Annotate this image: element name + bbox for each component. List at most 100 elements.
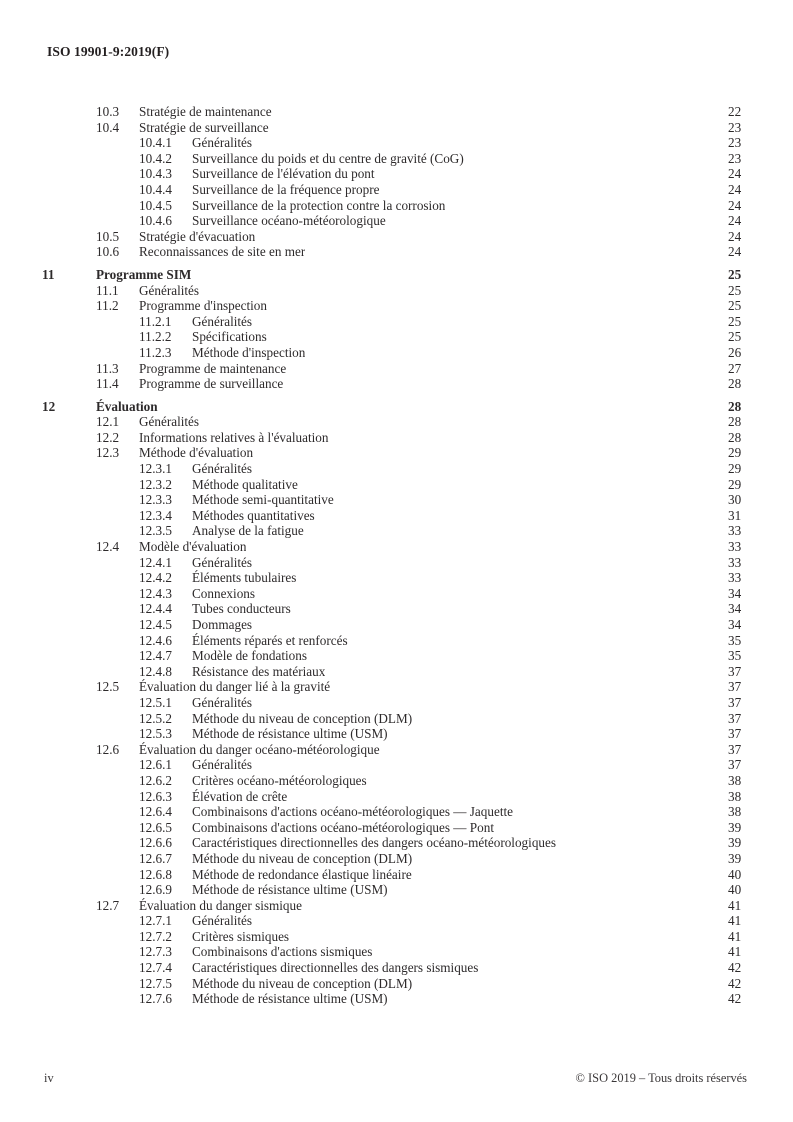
toc-entry[interactable]: 10.4.5 Surveillance de la protection cont… bbox=[42, 198, 752, 214]
toc-entry[interactable]: 10.6 Reconnaissances de site en mer 24 bbox=[42, 244, 752, 260]
toc-dot-leader bbox=[253, 772, 725, 773]
toc-entry[interactable]: 12.4.4 Tubes conducteurs 34 bbox=[42, 601, 752, 617]
toc-entry[interactable]: 10.4.2 Surveillance du poids et du centre… bbox=[42, 151, 752, 167]
toc-entry[interactable]: 12.3.4 Méthodes quantitatives 31 bbox=[42, 508, 752, 524]
toc-entry-label: Méthode d'inspection bbox=[192, 344, 306, 360]
toc-entry-number: 12.6.3 bbox=[139, 788, 172, 804]
toc-dot-leader bbox=[331, 694, 725, 695]
toc-entry[interactable]: 12.6.3 Élévation de crête 38 bbox=[42, 789, 752, 805]
toc-entry[interactable]: 12.4.1 Généralités 33 bbox=[42, 555, 752, 571]
toc-entry-page: 29 bbox=[728, 461, 742, 477]
toc-entry[interactable]: 12.1 Généralités 28 bbox=[42, 414, 752, 430]
toc-entry-label: Surveillance de la protection contre la … bbox=[192, 197, 446, 213]
toc-entry[interactable]: 12.3 Méthode d'évaluation 29 bbox=[42, 445, 752, 461]
toc-dot-leader bbox=[287, 375, 725, 376]
toc-entry[interactable]: 12.5 Évaluation du danger lié à la gravit… bbox=[42, 679, 752, 695]
toc-entry-number: 10.4.3 bbox=[139, 166, 172, 182]
toc-entry-label: Surveillance du poids et du centre de gr… bbox=[192, 150, 464, 166]
toc-entry[interactable]: 12.2 Informations relatives à l'évaluatio… bbox=[42, 430, 752, 446]
toc-entry[interactable]: 12.7.4 Caractéristiques directionnelles d… bbox=[42, 960, 752, 976]
toc-entry[interactable]: 12.4 Modèle d'évaluation 33 bbox=[42, 539, 752, 555]
toc-entry-label: Critères sismiques bbox=[192, 928, 290, 944]
toc-dot-leader bbox=[305, 538, 725, 539]
toc-entry-number: 11.2.2 bbox=[139, 329, 172, 345]
toc-entry[interactable]: 12.6.1 Généralités 37 bbox=[42, 757, 752, 773]
toc-entry-label: Évaluation du danger sismique bbox=[139, 897, 302, 913]
toc-entry[interactable]: 11.1 Généralités 25 bbox=[42, 283, 752, 299]
toc-entry[interactable]: 12.6.8 Méthode de redondance élastique li… bbox=[42, 867, 752, 883]
toc-entry[interactable]: 10.5 Stratégie d'évacuation 24 bbox=[42, 229, 752, 245]
toc-entry-label: Généralités bbox=[192, 135, 253, 151]
toc-dot-leader bbox=[514, 819, 725, 820]
toc-entry[interactable]: 12.7.1 Généralités 41 bbox=[42, 913, 752, 929]
toc-entry-label: Généralités bbox=[192, 913, 253, 929]
toc-entry[interactable]: 12.6.5 Combinaisons d'actions océano-mété… bbox=[42, 820, 752, 836]
toc-entry[interactable]: 10.3 Stratégie de maintenance 22 bbox=[42, 104, 752, 120]
toc-entry[interactable]: 12.4.2 Éléments tubulaires 33 bbox=[42, 570, 752, 586]
toc-dot-leader bbox=[200, 297, 725, 298]
toc-dot-leader bbox=[273, 119, 725, 120]
toc-entry-label: Programme SIM bbox=[96, 266, 192, 282]
toc-entry-label: Méthode qualitative bbox=[192, 476, 298, 492]
toc-entry[interactable]: 12.4.7 Modèle de fondations 35 bbox=[42, 648, 752, 664]
toc-entry[interactable]: 11.2.3 Méthode d'inspection 26 bbox=[42, 345, 752, 361]
toc-entry-number: 12.6.4 bbox=[139, 804, 172, 820]
toc-entry[interactable]: 12.3.5 Analyse de la fatigue 33 bbox=[42, 523, 752, 539]
toc-entry-page: 38 bbox=[728, 804, 742, 820]
toc-entry[interactable]: 12.5.2 Méthode du niveau de conception (D… bbox=[42, 711, 752, 727]
toc-entry[interactable]: 12.6 Évaluation du danger océano-météorol… bbox=[42, 742, 752, 758]
toc-entry[interactable]: 12.6.4 Combinaisons d'actions océano-mété… bbox=[42, 804, 752, 820]
toc-entry-label: Éléments tubulaires bbox=[192, 570, 297, 586]
toc-entry[interactable]: 11.4 Programme de surveillance 28 bbox=[42, 376, 752, 392]
toc-entry-label: Généralités bbox=[192, 757, 253, 773]
toc-entry[interactable]: 12.3.3 Méthode semi-quantitative 30 bbox=[42, 492, 752, 508]
toc-dot-leader bbox=[292, 616, 725, 617]
toc-dot-leader bbox=[253, 476, 725, 477]
toc-entry-page: 22 bbox=[728, 104, 742, 119]
toc-entry-label: Méthode du niveau de conception (DLM) bbox=[192, 710, 413, 726]
toc-entry[interactable]: 12.7 Évaluation du danger sismique 41 bbox=[42, 898, 752, 914]
toc-entry-page: 23 bbox=[728, 135, 742, 151]
toc-entry[interactable]: 11.2 Programme d'inspection 25 bbox=[42, 298, 752, 314]
toc-entry[interactable]: 10.4 Stratégie de surveillance 23 bbox=[42, 120, 752, 136]
toc-entry[interactable]: 12.7.2 Critères sismiques 41 bbox=[42, 929, 752, 945]
toc-entry[interactable]: 11 Programme SIM 25 bbox=[42, 267, 752, 283]
toc-entry[interactable]: 12.3.2 Méthode qualitative 29 bbox=[42, 477, 752, 493]
toc-entry-number: 12.3.3 bbox=[139, 492, 172, 508]
toc-entry-label: Caractéristiques directionnelles des dan… bbox=[192, 835, 556, 851]
toc-entry[interactable]: 11.2.1 Généralités 25 bbox=[42, 314, 752, 330]
toc-entry[interactable]: 12.3.1 Généralités 29 bbox=[42, 461, 752, 477]
toc-entry-page: 39 bbox=[728, 835, 742, 851]
toc-entry[interactable]: 12.6.6 Caractéristiques directionnelles d… bbox=[42, 835, 752, 851]
toc-entry[interactable]: 12.4.3 Connexions 34 bbox=[42, 586, 752, 602]
toc-entry[interactable]: 12.6.9 Méthode de résistance ultime (USM)… bbox=[42, 882, 752, 898]
toc-entry-number: 12.4.2 bbox=[139, 570, 172, 586]
toc-entry[interactable]: 12.7.3 Combinaisons d'actions sismiques 41 bbox=[42, 944, 752, 960]
toc-entry-page: 42 bbox=[728, 991, 742, 1007]
toc-entry-number: 12.4 bbox=[96, 539, 120, 555]
toc-dot-leader bbox=[557, 850, 725, 851]
toc-entry[interactable]: 10.4.1 Généralités 23 bbox=[42, 135, 752, 151]
toc-entry[interactable]: 12.4.8 Résistance des matériaux 37 bbox=[42, 664, 752, 680]
toc-entry[interactable]: 10.4.6 Surveillance océano-météorologique… bbox=[42, 213, 752, 229]
toc-entry-number: 12.7.6 bbox=[139, 991, 172, 1007]
toc-dot-leader bbox=[465, 165, 725, 166]
toc-entry[interactable]: 12.6.2 Critères océano-météorologiques 38 bbox=[42, 773, 752, 789]
toc-entry-page: 28 bbox=[728, 414, 742, 430]
toc-entry[interactable]: 12.5.3 Méthode de résistance ultime (USM)… bbox=[42, 726, 752, 742]
toc-entry[interactable]: 10.4.3 Surveillance de l'élévation du pon… bbox=[42, 166, 752, 182]
toc-entry[interactable]: 10.4.4 Surveillance de la fréquence propr… bbox=[42, 182, 752, 198]
toc-entry-label: Combinaisons d'actions océano-météorolog… bbox=[192, 804, 514, 820]
toc-entry-label: Élévation de crête bbox=[192, 788, 288, 804]
toc-entry[interactable]: 12.5.1 Généralités 37 bbox=[42, 695, 752, 711]
toc-entry[interactable]: 12 Évaluation 28 bbox=[42, 399, 752, 415]
toc-entry[interactable]: 12.4.6 Éléments réparés et renforcés 35 bbox=[42, 633, 752, 649]
toc-entry[interactable]: 12.6.7 Méthode du niveau de conception (D… bbox=[42, 851, 752, 867]
toc-entry[interactable]: 12.4.5 Dommages 34 bbox=[42, 617, 752, 633]
toc-entry[interactable]: 12.7.5 Méthode du niveau de conception (D… bbox=[42, 976, 752, 992]
toc-entry[interactable]: 12.7.6 Méthode de résistance ultime (USM)… bbox=[42, 991, 752, 1007]
toc-entry[interactable]: 11.2.2 Spécifications 25 bbox=[42, 329, 752, 345]
toc-entry-page: 25 bbox=[728, 266, 742, 282]
document-header-id: ISO 19901-9:2019(F) bbox=[47, 44, 170, 59]
toc-entry[interactable]: 11.3 Programme de maintenance 27 bbox=[42, 361, 752, 377]
